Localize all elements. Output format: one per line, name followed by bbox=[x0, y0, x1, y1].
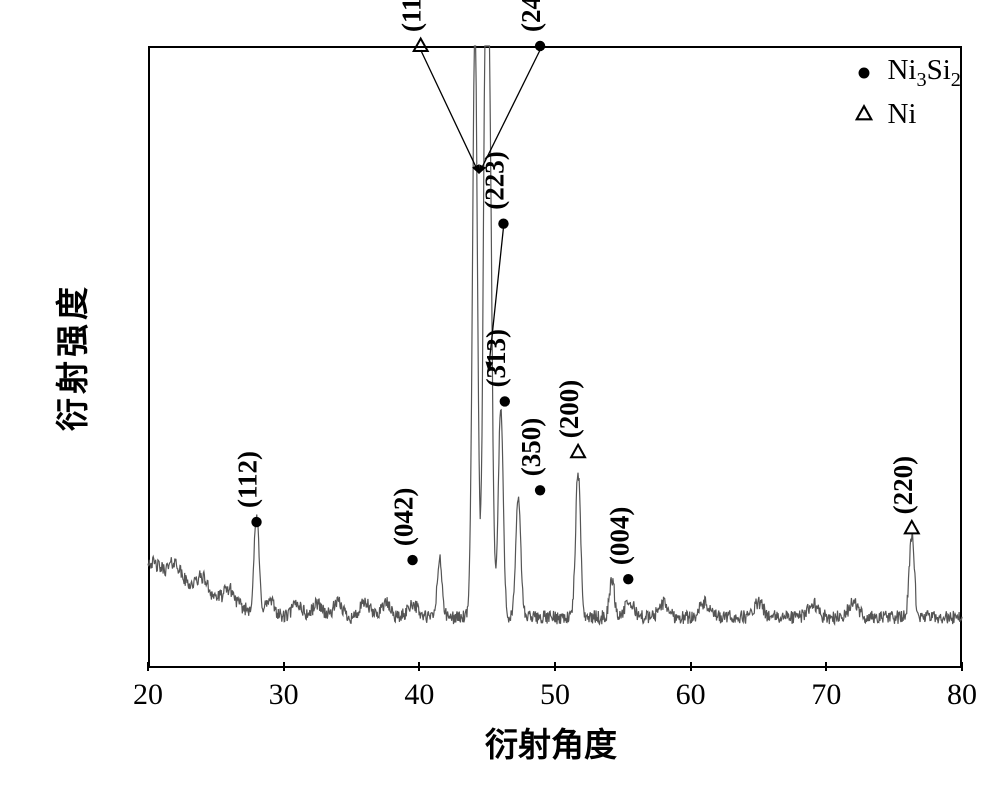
x-tick-label: 40 bbox=[397, 678, 441, 712]
x-tick bbox=[825, 662, 827, 671]
x-tick-label: 50 bbox=[533, 678, 577, 712]
x-tick bbox=[283, 662, 285, 671]
x-tick bbox=[690, 662, 692, 671]
x-tick-label: 80 bbox=[940, 678, 984, 712]
plot-border bbox=[148, 46, 962, 668]
x-tick-label: 60 bbox=[669, 678, 713, 712]
x-tick bbox=[961, 662, 963, 671]
x-axis-title: 衍射角度 bbox=[485, 718, 617, 766]
legend-entry: Ni bbox=[853, 98, 960, 131]
x-tick bbox=[554, 662, 556, 671]
peak-111-label: (111) bbox=[397, 0, 427, 32]
legend-entry: Ni3Si2 bbox=[853, 54, 960, 92]
x-tick bbox=[147, 662, 149, 671]
figure-root: (112)(042)(111)(242)(223)(313)(350)(200)… bbox=[20, 20, 980, 770]
x-tick-label: 30 bbox=[262, 678, 306, 712]
legend: Ni3Si2 Ni bbox=[853, 54, 960, 137]
x-tick bbox=[418, 662, 420, 671]
peak-242-label: (242) bbox=[516, 0, 546, 32]
legend-label: Ni bbox=[887, 98, 916, 131]
y-axis-title: 衍射强度 bbox=[46, 283, 94, 431]
legend-label: Ni3Si2 bbox=[887, 54, 960, 92]
x-tick-label: 70 bbox=[804, 678, 848, 712]
x-tick-label: 20 bbox=[126, 678, 170, 712]
